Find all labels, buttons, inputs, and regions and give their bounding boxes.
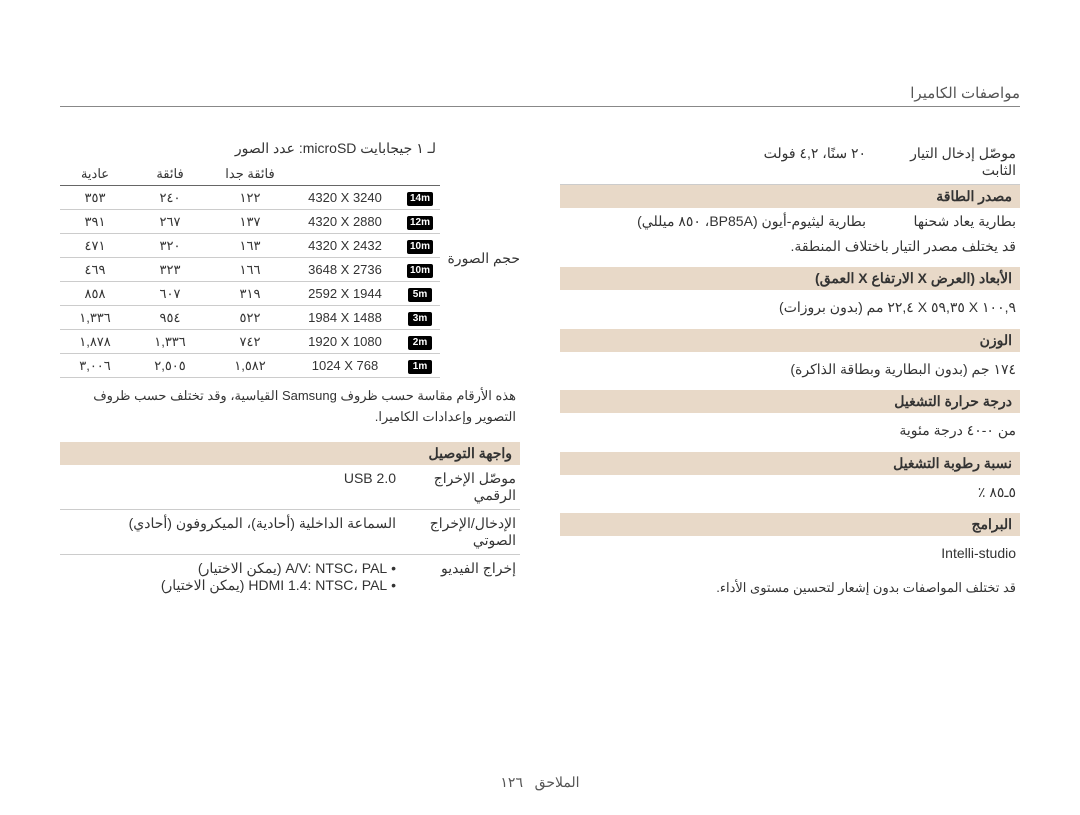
content-columns: حجم الصورة لـ ١ جيجابايت microSD: عدد ال… (60, 140, 1020, 613)
digital-output-value: USB 2.0 (64, 470, 406, 486)
size-fine: ٩٥٤ (130, 307, 210, 329)
title-rule (60, 106, 1020, 107)
right-column: حجم الصورة لـ ١ جيجابايت microSD: عدد ال… (60, 140, 520, 613)
size-superfine: ١٦٣ (210, 235, 290, 257)
size-fine: ٣٢٠ (130, 235, 210, 257)
audio-io-label: الإدخال/الإخراج الصوتي (406, 515, 516, 549)
microsd-title: لـ ١ جيجابايت microSD: عدد الصور (60, 140, 440, 163)
audio-io-row: الإدخال/الإخراج الصوتي السماعة الداخلية … (60, 510, 520, 555)
temperature-header: درجة حرارة التشغيل (560, 390, 1020, 413)
size-row: 5m 2592 X 1944٣١٩٦٠٧٨٥٨ (60, 282, 440, 306)
size-row: 14m 4320 X 3240١٢٢٢٤٠٣٥٣ (60, 186, 440, 210)
size-superfine: ١٣٧ (210, 211, 290, 233)
size-normal: ١,٨٧٨ (60, 331, 130, 353)
size-resolution: 2592 X 1944 (290, 283, 400, 304)
dc-input-row: موصّل إدخال التيار الثابت ٢٠ سنًا، ٤,٢ ف… (560, 140, 1020, 185)
size-superfine: ١,٥٨٢ (210, 355, 290, 377)
size-superfine: ١٦٦ (210, 259, 290, 281)
col-superfine: فائقة جدا (210, 163, 290, 185)
size-fine: ٢٦٧ (130, 211, 210, 233)
interface-header: واجهة التوصيل (60, 442, 520, 465)
size-resolution: 1024 X 768 (290, 355, 400, 376)
size-table-footnote: هذه الأرقام مقاسة حسب ظروف Samsung القيا… (60, 378, 520, 442)
weight-header: الوزن (560, 329, 1020, 352)
power-note: قد يختلف مصدر التيار باختلاف المنطقة. (560, 235, 1020, 267)
left-column: موصّل إدخال التيار الثابت ٢٠ سنًا، ٤,٢ ف… (560, 140, 1020, 613)
battery-label: بطارية يعاد شحنها (876, 213, 1016, 230)
temperature-value: من ٠-٤٠ درجة مئوية (560, 413, 1020, 451)
size-fine: ١,٣٣٦ (130, 331, 210, 353)
size-superfine: ٣١٩ (210, 283, 290, 305)
size-resolution: 4320 X 3240 (290, 187, 400, 208)
dimensions-header: الأبعاد (العرض X الارتفاع X العمق) (560, 267, 1020, 290)
size-normal: ٤٧١ (60, 235, 130, 257)
video-out-item: A/V: NTSC، PAL (يمكن الاختيار) (64, 560, 396, 577)
footer-label: الملاحق (535, 774, 580, 790)
size-superfine: ١٢٢ (210, 187, 290, 209)
size-superfine: ٧٤٢ (210, 331, 290, 353)
size-superfine: ٥٢٢ (210, 307, 290, 329)
battery-value: بطارية ليثيوم-أيون (BP85A، ٨٥٠ ميللي) (564, 213, 876, 230)
spec-disclaimer: قد تختلف المواصفات بدون إشعار لتحسين مست… (560, 574, 1020, 613)
audio-io-value: السماعة الداخلية (أحادية)، الميكروفون (أ… (64, 515, 406, 532)
size-normal: ٣٥٣ (60, 187, 130, 209)
video-out-list: A/V: NTSC، PAL (يمكن الاختيار)HDMI 1.4: … (64, 560, 396, 594)
size-badge: 3m (408, 312, 432, 326)
size-badge: 2m (408, 336, 432, 350)
size-resolution: 1920 X 1080 (290, 331, 400, 352)
col-fine: فائقة (130, 163, 210, 185)
image-size-block: حجم الصورة لـ ١ جيجابايت microSD: عدد ال… (60, 140, 520, 378)
size-row: 10m 4320 X 2432١٦٣٣٢٠٤٧١ (60, 234, 440, 258)
video-out-item: HDMI 1.4: NTSC، PAL (يمكن الاختيار) (64, 577, 396, 594)
size-resolution: 3648 X 2736 (290, 259, 400, 280)
size-resolution: 4320 X 2880 (290, 211, 400, 232)
size-resolution: 1984 X 1488 (290, 307, 400, 328)
size-normal: ٣٩١ (60, 211, 130, 233)
size-badge: 5m (408, 288, 432, 302)
size-badge: 10m (407, 240, 433, 254)
software-header: البرامج (560, 513, 1020, 536)
power-header: مصدر الطاقة (560, 185, 1020, 208)
size-row: 3m 1984 X 1488٥٢٢٩٥٤١,٣٣٦ (60, 306, 440, 330)
weight-value: ١٧٤ جم (بدون البطارية وبطاقة الذاكرة) (560, 352, 1020, 390)
battery-row: بطارية يعاد شحنها بطارية ليثيوم-أيون (BP… (560, 208, 1020, 235)
image-size-label: حجم الصورة (440, 140, 520, 267)
software-value: Intelli-studio (560, 536, 1020, 574)
size-normal: ١,٣٣٦ (60, 307, 130, 329)
dimensions-value: ١٠٠,٩ X ٥٩,٣٥ X ٢٢,٤ مم (بدون بروزات) (560, 290, 1020, 328)
size-normal: ٨٥٨ (60, 283, 130, 305)
size-row: 2m 1920 X 1080٧٤٢١,٣٣٦١,٨٧٨ (60, 330, 440, 354)
size-row: 10m 3648 X 2736١٦٦٣٢٣٤٦٩ (60, 258, 440, 282)
size-fine: ٢,٥٠٥ (130, 355, 210, 377)
dc-input-value: ٢٠ سنًا، ٤,٢ فولت (564, 145, 876, 162)
size-fine: ٢٤٠ (130, 187, 210, 209)
size-fine: ٦٠٧ (130, 283, 210, 305)
size-badge: 12m (407, 216, 433, 230)
digital-output-label: موصّل الإخراج الرقمي (406, 470, 516, 504)
size-table-header: فائقة جدا فائقة عادية (60, 163, 440, 186)
video-out-row: إخراج الفيديو A/V: NTSC، PAL (يمكن الاخت… (60, 555, 520, 599)
col-normal: عادية (60, 163, 130, 185)
size-row: 1m 1024 X 768١,٥٨٢٢,٥٠٥٣,٠٠٦ (60, 354, 440, 378)
size-resolution: 4320 X 2432 (290, 235, 400, 256)
size-badge: 10m (407, 264, 433, 278)
size-normal: ٣,٠٠٦ (60, 355, 130, 377)
video-out-label: إخراج الفيديو (406, 560, 516, 577)
page-title: مواصفات الكاميرا (910, 84, 1020, 102)
size-badge: 1m (408, 360, 432, 374)
page-footer: الملاحق ١٢٦ (0, 774, 1080, 791)
digital-output-row: موصّل الإخراج الرقمي USB 2.0 (60, 465, 520, 510)
size-normal: ٤٦٩ (60, 259, 130, 281)
page-number: ١٢٦ (500, 774, 523, 790)
humidity-header: نسبة رطوبة التشغيل (560, 452, 1020, 475)
dc-input-label: موصّل إدخال التيار الثابت (876, 145, 1016, 179)
humidity-value: ٥ـ٨٥ ٪ (560, 475, 1020, 513)
size-fine: ٣٢٣ (130, 259, 210, 281)
size-row: 12m 4320 X 2880١٣٧٢٦٧٣٩١ (60, 210, 440, 234)
size-badge: 14m (407, 192, 433, 206)
